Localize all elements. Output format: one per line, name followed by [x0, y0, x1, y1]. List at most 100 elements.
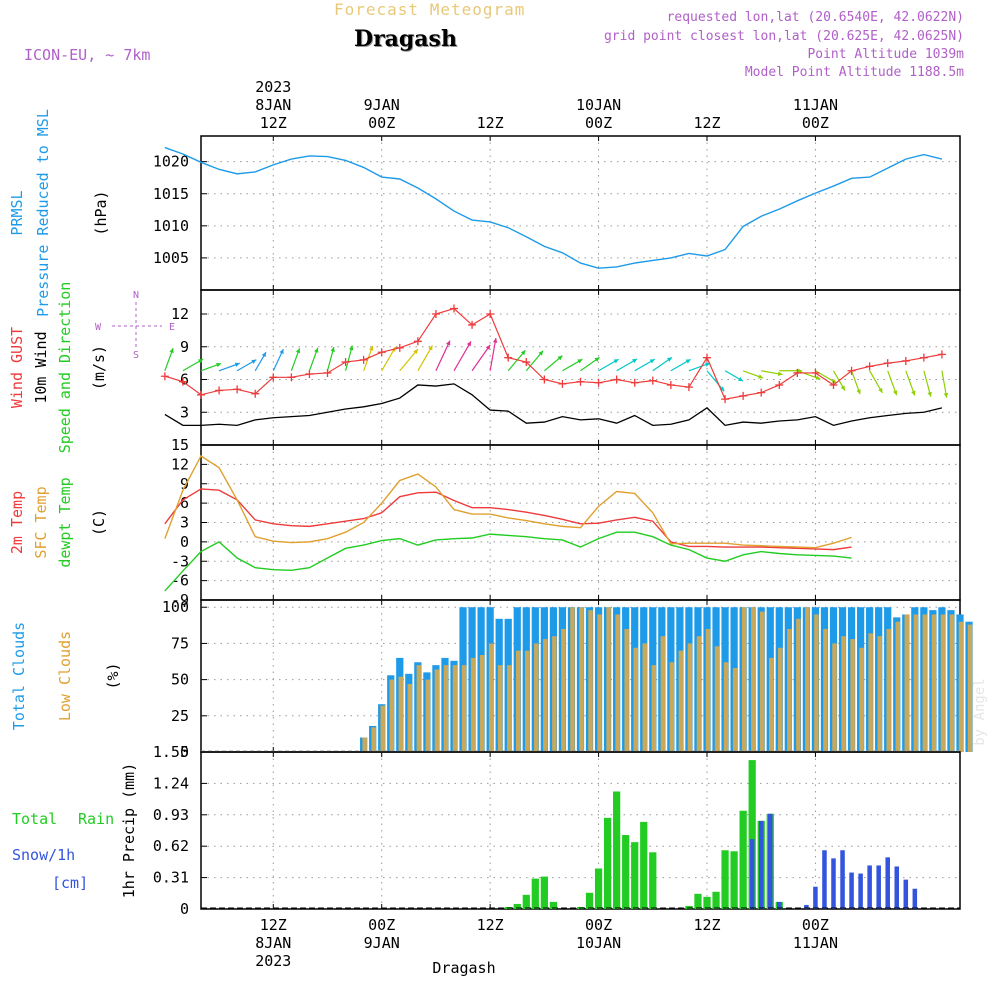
compass-w: W: [95, 322, 102, 333]
precip-bar-total-rain: [730, 851, 738, 909]
cloud-bar-low-clouds: [515, 650, 521, 752]
wind-arrow-head: [538, 350, 544, 356]
precip-bar-snow-1h: [822, 850, 827, 909]
wind-arrow: [923, 370, 932, 397]
cloud-bar-low-clouds: [380, 705, 385, 752]
cloud-bar-low-clouds: [506, 665, 512, 752]
gust-marker: [233, 385, 242, 394]
cloud-bar-low-clouds: [398, 676, 404, 752]
y-tick-label: 15: [171, 436, 189, 454]
precip-bar-total-rain: [748, 760, 756, 909]
y-tick-label: 1.55: [153, 743, 189, 761]
cloud-bar-low-clouds: [850, 639, 855, 752]
precip-bar-total-rain: [540, 876, 548, 909]
axis-label: 10m Wind: [32, 331, 50, 403]
y-tick-label: 1005: [153, 249, 189, 267]
wind-arrow: [417, 345, 433, 372]
compass-e: E: [169, 322, 175, 333]
precip-bar-snow-1h: [912, 888, 918, 909]
gust-marker: [847, 366, 856, 375]
y-tick-label: 0: [180, 533, 189, 551]
y-tick-label: 1015: [153, 185, 189, 203]
grid-point-coords: grid point closest lon,lat (20.625E, 42.…: [603, 29, 964, 44]
y-tick-label: 50: [171, 671, 189, 689]
cloud-bar-low-clouds: [497, 665, 503, 752]
cloud-bar-low-clouds: [868, 633, 873, 752]
cloud-bar-low-clouds: [371, 727, 376, 752]
gust-marker: [197, 390, 205, 399]
wind-arrow-head: [466, 341, 471, 347]
wind-arrow-head: [198, 359, 204, 364]
cloud-bar-low-clouds: [579, 607, 584, 752]
wind-arrow-head: [369, 345, 374, 351]
cloud-bar-low-clouds: [823, 628, 828, 752]
cloud-bar-low-clouds: [678, 650, 684, 752]
cloud-bar-low-clouds: [570, 607, 575, 752]
precip-bar-snow-1h: [858, 873, 863, 909]
cloud-bar-low-clouds: [561, 628, 566, 752]
precip-bar-total-rain: [594, 868, 603, 909]
cloud-bar-low-clouds: [696, 636, 702, 752]
precip-bar-total-rain: [649, 852, 657, 909]
top-time-label: 12Z: [693, 114, 720, 132]
top-time-label: 8JAN: [255, 96, 291, 114]
super-title: Forecast Meteogram: [334, 0, 526, 19]
wind-arrow-head: [649, 359, 655, 364]
wind-arrow-head: [216, 362, 222, 368]
y-tick-label: 0: [180, 900, 189, 918]
precip-label-cm: [cm]: [52, 874, 88, 892]
gust-marker: [612, 375, 621, 384]
y-tick-label: 6: [180, 494, 189, 512]
cloud-bar-low-clouds: [389, 679, 395, 752]
gust-marker: [251, 389, 260, 398]
y-tick-label: 0: [180, 743, 189, 761]
cloud-bar-low-clouds: [940, 614, 946, 752]
bottom-time-label: 8JAN: [255, 934, 291, 952]
wind-arrow-head: [485, 344, 491, 350]
wind-arrow-head: [279, 349, 284, 355]
top-time-label: 00Z: [368, 114, 395, 132]
cloud-bar-low-clouds: [714, 646, 720, 752]
gust-marker: [450, 304, 458, 313]
gust-marker: [486, 310, 495, 319]
series-line-dewpt-temp: [164, 531, 852, 592]
wind-arrow-head: [927, 391, 932, 397]
precip-bar-total-rain: [685, 905, 693, 909]
precip-bar-snow-1h: [813, 886, 818, 909]
wind-arrow: [706, 370, 725, 392]
gust-marker: [341, 358, 350, 367]
cloud-bar-low-clouds: [479, 655, 485, 752]
cloud-bar-low-clouds: [931, 614, 937, 752]
axis-label: PRMSL: [8, 190, 26, 235]
wind-arrow-head: [234, 362, 240, 367]
bottom-time-label: 11JAN: [793, 934, 838, 952]
cloud-bar-low-clouds: [904, 614, 910, 752]
wind-arrow-head: [413, 349, 418, 355]
gust-marker: [558, 379, 567, 388]
cloud-bar-low-clouds: [768, 657, 774, 752]
precip-bar-total-rain: [640, 821, 648, 909]
y-tick-label: 75: [171, 634, 189, 652]
cloud-bar-low-clouds: [750, 607, 756, 752]
cloud-bar-low-clouds: [461, 665, 467, 752]
precip-label-total: Total: [12, 810, 57, 828]
y-tick-label: -9: [171, 591, 189, 609]
gust-marker: [721, 395, 730, 404]
wind-arrow-head: [314, 347, 319, 353]
precip-bar-total-rain: [721, 850, 729, 909]
gust-marker: [305, 370, 314, 379]
gust-marker: [540, 375, 549, 384]
y-tick-label: 3: [180, 403, 189, 421]
wind-arrow: [489, 337, 497, 371]
bottom-time-label: 12Z: [477, 916, 504, 934]
precip-bar-total-rain: [613, 791, 621, 909]
wind-arrow-head: [758, 374, 764, 379]
precip-bar-total-rain: [631, 842, 639, 909]
axis-label: (m/s): [90, 345, 108, 390]
point-altitude: Point Altitude 1039m: [807, 47, 964, 62]
cloud-bar-low-clouds: [407, 683, 413, 752]
wind-arrow-head: [632, 358, 638, 364]
top-time-label: 00Z: [802, 114, 829, 132]
wind-arrow-head: [943, 392, 949, 398]
